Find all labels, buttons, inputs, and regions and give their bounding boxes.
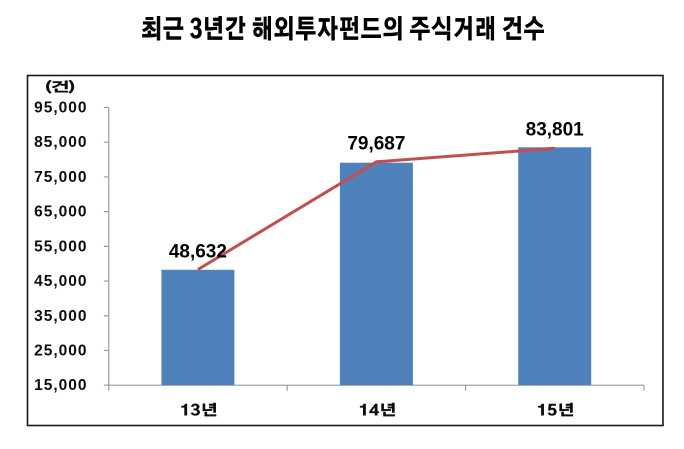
svg-text:85,000: 85,000 [34,134,87,151]
svg-text:15,000: 15,000 [34,377,87,394]
svg-text:79,687: 79,687 [347,134,405,155]
svg-text:75,000: 75,000 [34,169,87,186]
svg-text:48,632: 48,632 [169,242,227,263]
svg-text:65,000: 65,000 [34,204,87,221]
svg-text:25,000: 25,000 [34,343,87,360]
svg-text:95,000: 95,000 [34,100,87,117]
svg-text:35,000: 35,000 [34,308,87,325]
svg-text:45,000: 45,000 [34,273,87,290]
svg-text:55,000: 55,000 [34,238,87,255]
svg-text:83,801: 83,801 [526,120,585,141]
